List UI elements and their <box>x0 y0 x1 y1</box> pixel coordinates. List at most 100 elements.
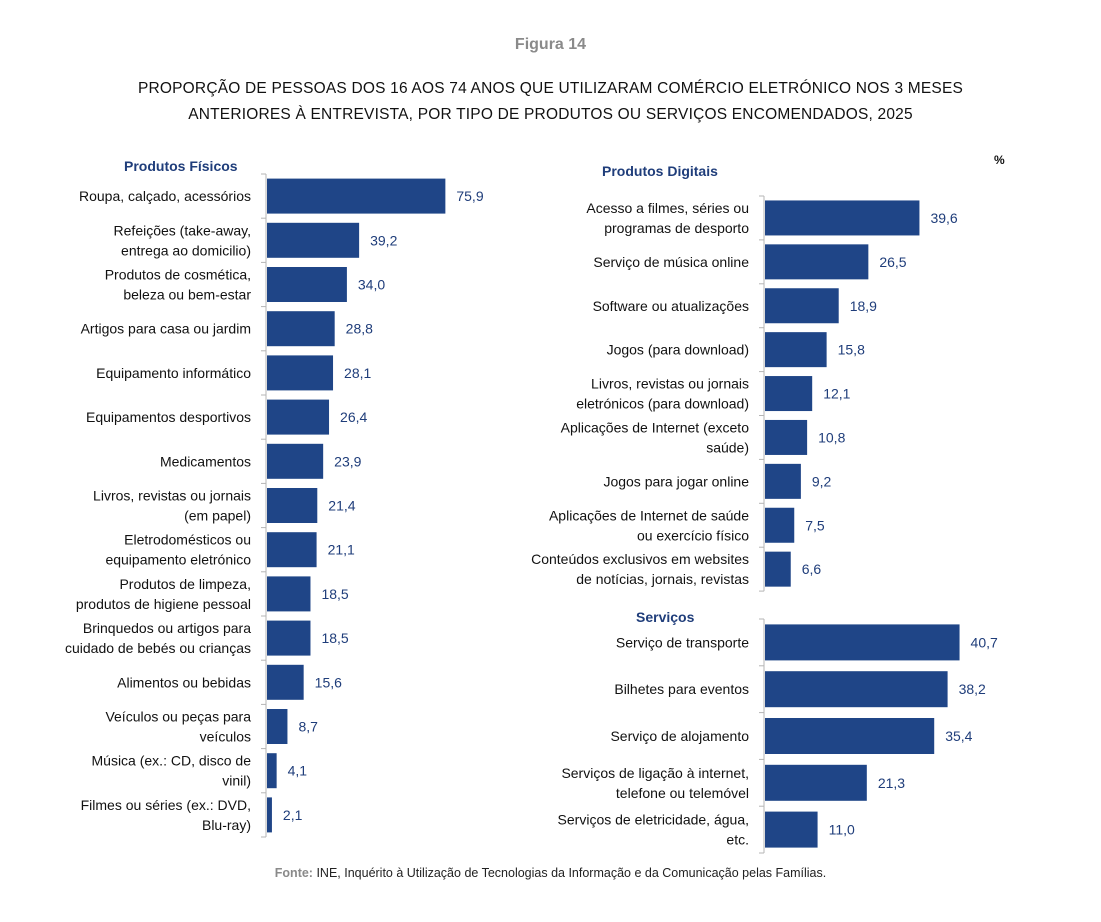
category-label: Jogos para jogar online <box>603 473 749 489</box>
category-label-line: entrega ao domicilio) <box>121 242 251 258</box>
category-label: Serviços de eletricidade, água, etc. <box>558 812 749 848</box>
bar-servicos-1 <box>765 624 960 661</box>
category-label: Produtos de cosmética, beleza ou bem-esta… <box>105 267 252 303</box>
category-label-line: Produtos de limpeza, <box>119 576 251 592</box>
value-label: 26,4 <box>340 409 367 425</box>
category-label-line: Serviço de transporte <box>616 634 749 650</box>
category-label-line: Acesso a filmes, séries ou <box>586 200 749 216</box>
bar-produtos-digitais-6 <box>765 419 808 455</box>
category-label-line: (em papel) <box>184 508 251 524</box>
category-label: Serviço de transporte <box>616 634 749 650</box>
value-label: 7,5 <box>805 517 825 533</box>
category-label-line: Produtos de cosmética, <box>105 267 251 283</box>
value-label: 15,8 <box>838 342 865 358</box>
chart-panel-produtos-digitais: 39,6 Acesso a filmes, séries ou programas … <box>531 195 958 592</box>
category-label-line: Medicamentos <box>160 453 251 469</box>
category-label: Medicamentos <box>160 453 251 469</box>
category-label-line: etc. <box>726 832 749 848</box>
category-label-line: Refeições (take-away, <box>114 222 251 238</box>
category-label-line: Livros, revistas ou jornais <box>93 488 251 504</box>
bar-produtos-digitais-9 <box>765 551 791 587</box>
figure-number: Figura 14 <box>514 36 587 53</box>
bar-produtos-fisicos-15 <box>267 797 272 833</box>
category-label-line: Jogos (para download) <box>607 342 749 358</box>
bar-produtos-fisicos-14 <box>267 753 277 789</box>
value-label: 26,5 <box>879 254 906 270</box>
category-label-line: cuidado de bebés ou crianças <box>65 640 251 656</box>
value-label: 6,6 <box>802 561 822 577</box>
value-label: 12,1 <box>823 386 850 402</box>
category-label-line: Serviços de eletricidade, água, <box>558 812 749 828</box>
source-note: Fonte: INE, Inquérito à Utilização de Te… <box>0 866 1101 880</box>
category-label-line: Livros, revistas ou jornais <box>591 376 749 392</box>
category-label: Conteúdos exclusivos em websites de notíc… <box>531 551 749 587</box>
category-label: Música (ex.: CD, disco de vinil) <box>92 753 252 789</box>
category-label: Brinquedos ou artigos para cuidado de beb… <box>65 620 251 656</box>
category-label-line: Roupa, calçado, acessórios <box>79 188 251 204</box>
category-label-line: Software ou atualizações <box>593 298 749 314</box>
group-title-servicos: Serviços <box>636 609 695 625</box>
value-label: 39,6 <box>930 210 957 226</box>
value-label: 21,3 <box>878 775 905 791</box>
bar-produtos-fisicos-8 <box>267 488 318 523</box>
category-label: Livros, revistas ou jornais eletrónicos (… <box>576 376 749 412</box>
category-label-line: eletrónicos (para download) <box>576 396 749 412</box>
bar-servicos-3 <box>765 718 935 754</box>
category-label-line: de notícias, jornais, revistas <box>576 571 749 587</box>
category-label-line: Alimentos ou bebidas <box>117 674 251 690</box>
value-label: 18,5 <box>321 586 348 602</box>
category-label: Alimentos ou bebidas <box>117 674 251 690</box>
value-label: 21,1 <box>328 542 355 558</box>
bar-produtos-digitais-7 <box>765 463 801 499</box>
value-label: 4,1 <box>288 763 308 779</box>
category-label-line: beleza ou bem-estar <box>123 287 251 303</box>
value-label: 10,8 <box>818 429 845 445</box>
category-label-line: Aplicações de Internet (exceto <box>561 419 750 435</box>
bar-produtos-fisicos-1 <box>267 178 446 214</box>
bar-produtos-digitais-1 <box>765 200 920 236</box>
value-label: 35,4 <box>945 728 972 744</box>
category-label: Artigos para casa ou jardim <box>81 321 251 337</box>
category-label-line: Jogos para jogar online <box>603 473 749 489</box>
value-label: 8,7 <box>298 719 318 735</box>
value-label: 40,7 <box>971 634 998 650</box>
bar-servicos-4 <box>765 764 867 801</box>
value-label: 9,2 <box>812 473 832 489</box>
group-title-produtos-fisicos: Produtos Físicos <box>124 158 238 174</box>
chart-title: PROPORÇÃO DE PESSOAS DOS 16 AOS 74 ANOS … <box>60 76 1041 128</box>
category-label-line: Brinquedos ou artigos para <box>83 620 251 636</box>
value-label: 28,1 <box>344 365 371 381</box>
category-label-line: ou exercício físico <box>637 527 749 543</box>
bar-produtos-fisicos-4 <box>267 311 335 347</box>
bar-produtos-fisicos-9 <box>267 532 317 568</box>
bar-produtos-fisicos-7 <box>267 443 324 479</box>
category-label-line: saúde) <box>706 439 749 455</box>
category-label-line: Serviço de música online <box>593 254 749 270</box>
bar-produtos-digitais-8 <box>765 507 795 543</box>
chart-panel-servicos: 40,7 Serviço de transporte 38,2 Bilhetes pa… <box>558 618 998 854</box>
category-label-line: equipamento eletrónico <box>105 552 251 568</box>
value-label: 39,2 <box>370 232 397 248</box>
category-label-line: Aplicações de Internet de saúde <box>549 507 749 523</box>
category-label-line: Veículos ou peças para <box>105 709 251 725</box>
unit-label: % <box>994 153 1005 167</box>
category-label-line: produtos de higiene pessoal <box>76 596 251 612</box>
bar-servicos-2 <box>765 671 948 708</box>
category-label-line: Filmes ou séries (ex.: DVD, <box>81 797 251 813</box>
bar-produtos-fisicos-6 <box>267 399 330 435</box>
category-label-line: Conteúdos exclusivos em websites <box>531 551 749 567</box>
category-label: Serviço de alojamento <box>610 728 749 744</box>
category-label: Serviço de música online <box>593 254 749 270</box>
value-label: 2,1 <box>283 807 303 823</box>
category-label: Veículos ou peças para veículos <box>105 709 251 745</box>
category-label-line: Blu-ray) <box>202 817 251 833</box>
value-label: 28,8 <box>346 321 373 337</box>
category-label-line: Equipamento informático <box>96 365 251 381</box>
category-label: Roupa, calçado, acessórios <box>79 188 251 204</box>
bar-produtos-digitais-2 <box>765 244 869 280</box>
chart-panel-produtos-fisicos: 75,9 Roupa, calçado, acessórios 39,2 Refeiç… <box>65 173 484 838</box>
bar-produtos-fisicos-11 <box>267 620 311 656</box>
bar-produtos-fisicos-3 <box>267 267 347 302</box>
chart-title-line-1: PROPORÇÃO DE PESSOAS DOS 16 AOS 74 ANOS … <box>137 80 964 97</box>
